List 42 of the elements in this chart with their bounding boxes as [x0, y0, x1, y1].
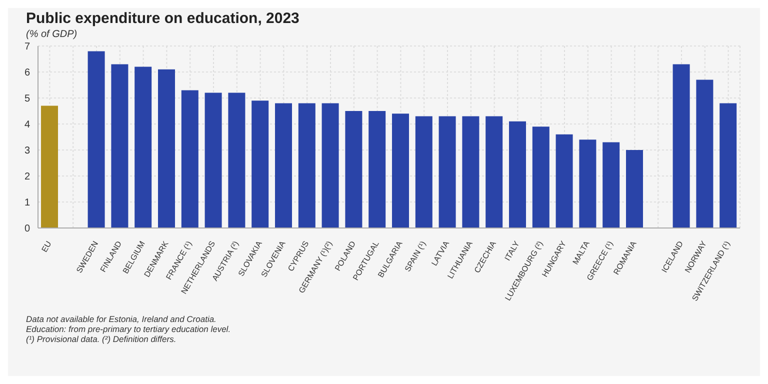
- bar: [345, 111, 362, 228]
- bar: [696, 80, 714, 228]
- y-tick-label: 5: [24, 94, 30, 105]
- bar: [368, 111, 386, 228]
- bar: [228, 92, 246, 228]
- bar: [438, 116, 456, 228]
- bar: [462, 116, 480, 228]
- text: Data not available for Estonia, Ireland and Croatia.: [26, 314, 218, 324]
- bar: [486, 116, 503, 228]
- text: Education: from pre-primary to tertiary education level.: [26, 324, 232, 334]
- bar: [415, 116, 432, 228]
- y-tick-label: 1: [24, 198, 30, 209]
- chart-subtitle: (% of GDP): [25, 28, 78, 40]
- bar: [88, 51, 105, 228]
- bar: [556, 134, 573, 228]
- bar: [579, 140, 596, 228]
- bar: [111, 64, 128, 228]
- text: (¹) Provisional data. (²) Definition differs.: [26, 334, 178, 344]
- bar: [509, 121, 526, 228]
- bar: [672, 64, 690, 228]
- bar: [298, 103, 316, 228]
- bar: [602, 142, 620, 228]
- y-tick-label: 4: [24, 120, 30, 131]
- y-tick-label: 0: [24, 224, 30, 235]
- bar: [158, 69, 175, 228]
- bar: [392, 114, 409, 228]
- y-tick-label: 7: [24, 42, 30, 53]
- chart-title: Public expenditure on education, 2023: [25, 9, 300, 27]
- bar: [626, 150, 643, 228]
- bar: [720, 103, 737, 228]
- y-tick-label: 2: [24, 172, 30, 183]
- y-tick-label: 3: [24, 146, 30, 157]
- bar: [252, 100, 269, 228]
- x-tick-label: EU: [40, 239, 54, 254]
- bar: [204, 92, 222, 228]
- bar: [532, 126, 550, 228]
- y-tick-label: 6: [24, 68, 30, 79]
- bar: [134, 66, 152, 228]
- bar: [322, 103, 339, 228]
- bar: [275, 103, 292, 228]
- bar: [41, 106, 58, 228]
- bar: [181, 90, 198, 228]
